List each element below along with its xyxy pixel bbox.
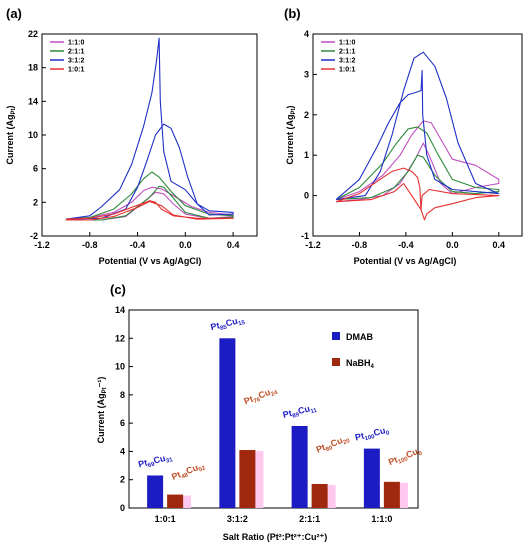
y-tick-label-c: 4	[120, 446, 125, 456]
bar-dmab-2-1-1	[291, 425, 308, 508]
x-axis-label-c: Salt Ratio (Pt²:Pt²⁺:Cu²⁺)	[223, 532, 327, 542]
y-axis-label-a-main: Current (Ag	[5, 115, 15, 165]
y-tick-label-b: -1	[301, 231, 309, 241]
bar-annotation-nabh4: Pt76Cu24	[242, 384, 279, 408]
cv-curve-b-1-1-0	[336, 120, 500, 203]
y-tick-label-a: 6	[33, 164, 38, 174]
legend-label-a: 1:1:0	[68, 40, 84, 47]
x-tick-label-b: 0.0	[446, 240, 459, 250]
y-tick-label-c: 8	[120, 390, 125, 400]
y-axis-label-c-end: ⁻¹)	[96, 377, 106, 388]
bar-annotation-nabh4: Pt80Cu20	[315, 432, 352, 456]
legend-swatch-c	[332, 358, 340, 366]
bar-annotation-dmab: Pt69Cu31	[137, 451, 174, 471]
chart-c: 14 12 10 8 6 4 2 0 1:0:1 3:1:2 2:1:1 1:1:0 Pt69Cu31…	[96, 305, 424, 542]
bar-nabh4-1-0-1	[167, 494, 184, 508]
x-axis-label-b: Potential (V vs Ag/AgCl)	[354, 256, 457, 266]
bar-nabh4-2-1-1	[311, 483, 328, 508]
y-axis-label-a: Current (AgPt)	[5, 106, 17, 165]
legend-label-b: 1:0:1	[339, 67, 355, 74]
x-tick-label-c: 3:1:2	[227, 514, 248, 524]
y-axis-label-a-sub: Pt	[11, 108, 17, 114]
y-tick-label-b: 4	[304, 29, 309, 39]
x-tick-label-a: 0.4	[227, 240, 240, 250]
legend-label-c: DMAB	[346, 332, 373, 342]
panel-label-a: (a)	[6, 6, 22, 21]
x-tick-label-b: -0.4	[398, 240, 414, 250]
bar-annotation-dmab: Pt100Cu0	[354, 424, 391, 444]
plot-frame-b	[312, 33, 523, 237]
bar-annotation-dmab: Pt85Cu15	[209, 314, 246, 334]
bar-dmab-1-0-1	[147, 475, 164, 508]
bar-dmab-1-1-0	[363, 448, 380, 508]
bar-annotation-dmab: Pt89Cu11	[282, 402, 319, 422]
y-tick-label-b: 3	[304, 69, 309, 79]
y-tick-label-a: 14	[28, 96, 38, 106]
x-tick-label-b: -0.8	[352, 240, 368, 250]
y-axis-label-c: Current (AgPt⁻¹)	[96, 377, 108, 444]
x-tick-label-b: 0.4	[493, 240, 506, 250]
x-tick-label-c: 1:0:1	[155, 514, 176, 524]
x-tick-label-a: -0.4	[130, 240, 146, 250]
y-axis-label-b-main: Current (Ag	[285, 115, 295, 165]
y-tick-label-c: 14	[115, 305, 125, 315]
bar-nabh4-1-1-0	[383, 481, 400, 508]
legend-label-a: 2:1:1	[68, 49, 84, 56]
legend-label-a: 3:1:2	[68, 58, 84, 65]
legend-swatch-c	[332, 332, 340, 340]
cv-curve-b-3-1-2	[335, 51, 500, 201]
y-tick-label-c: 10	[115, 362, 125, 372]
y-axis-label-b: Current (AgPt)	[285, 106, 297, 165]
x-tick-label-c: 2:1:1	[299, 514, 320, 524]
y-tick-label-a: 18	[28, 63, 38, 73]
y-tick-label-a: -2	[30, 231, 38, 241]
x-tick-label-c: 1:1:0	[371, 514, 392, 524]
chart-b: -1.2 -0.8 -0.4 0.0 0.4 4 3 2 1 0 -1 1:1:0 2:1:1 3:1:…	[285, 29, 523, 266]
y-axis-label-c-main: Current (Ag	[96, 393, 106, 443]
legend-label-b: 1:1:0	[339, 40, 355, 47]
cv-curve-b-2-1-1	[335, 126, 500, 201]
cv-curve-b-1-0-1	[336, 167, 500, 221]
cv-curve-a-3-1-2	[65, 37, 234, 220]
legend-label-a: 1:0:1	[68, 67, 84, 74]
y-tick-label-c: 12	[115, 333, 125, 343]
y-axis-label-b-end: )	[285, 106, 295, 109]
y-tick-label-b: 0	[304, 191, 309, 201]
x-tick-label-a: 0.0	[179, 240, 192, 250]
bar-annotation-nabh4: Pt48Cu52	[170, 460, 207, 484]
y-tick-label-c: 2	[120, 475, 125, 485]
bar-dmab-3-1-2	[219, 338, 236, 508]
panel-label-c: (c)	[110, 282, 126, 297]
cv-curve-a-2-1-1	[65, 171, 234, 221]
legend-label-c: NaBH4	[346, 358, 375, 370]
legend-label-b: 3:1:2	[339, 58, 355, 65]
y-tick-label-a: 10	[28, 130, 38, 140]
y-axis-label-b-sub: Pt	[291, 108, 297, 114]
x-tick-label-a: -1.2	[34, 240, 50, 250]
y-tick-label-a: 22	[28, 29, 38, 39]
cv-curve-a-1-0-1	[65, 200, 234, 221]
y-tick-label-a: 2	[33, 197, 38, 207]
x-axis-label-a: Potential (V vs Ag/AgCl)	[99, 256, 202, 266]
y-tick-label-c: 0	[120, 503, 125, 513]
y-tick-label-b: 2	[304, 110, 309, 120]
legend-label-b: 2:1:1	[339, 49, 355, 56]
chart-a: -1.2 -0.8 -0.4 0.0 0.4 22 18 14 10 6 2 -2 1:1:0 2:1:…	[5, 29, 258, 266]
y-tick-label-c: 6	[120, 418, 125, 428]
y-tick-label-b: 1	[304, 150, 309, 160]
bar-nabh4-3-1-2	[239, 450, 256, 508]
plot-frame-c	[128, 309, 419, 509]
panel-label-b: (b)	[284, 6, 301, 21]
x-tick-label-b: -1.2	[305, 240, 321, 250]
y-axis-label-a-end: )	[5, 106, 15, 109]
x-tick-label-a: -0.8	[82, 240, 98, 250]
y-axis-label-c-sub: Pt	[102, 387, 108, 393]
